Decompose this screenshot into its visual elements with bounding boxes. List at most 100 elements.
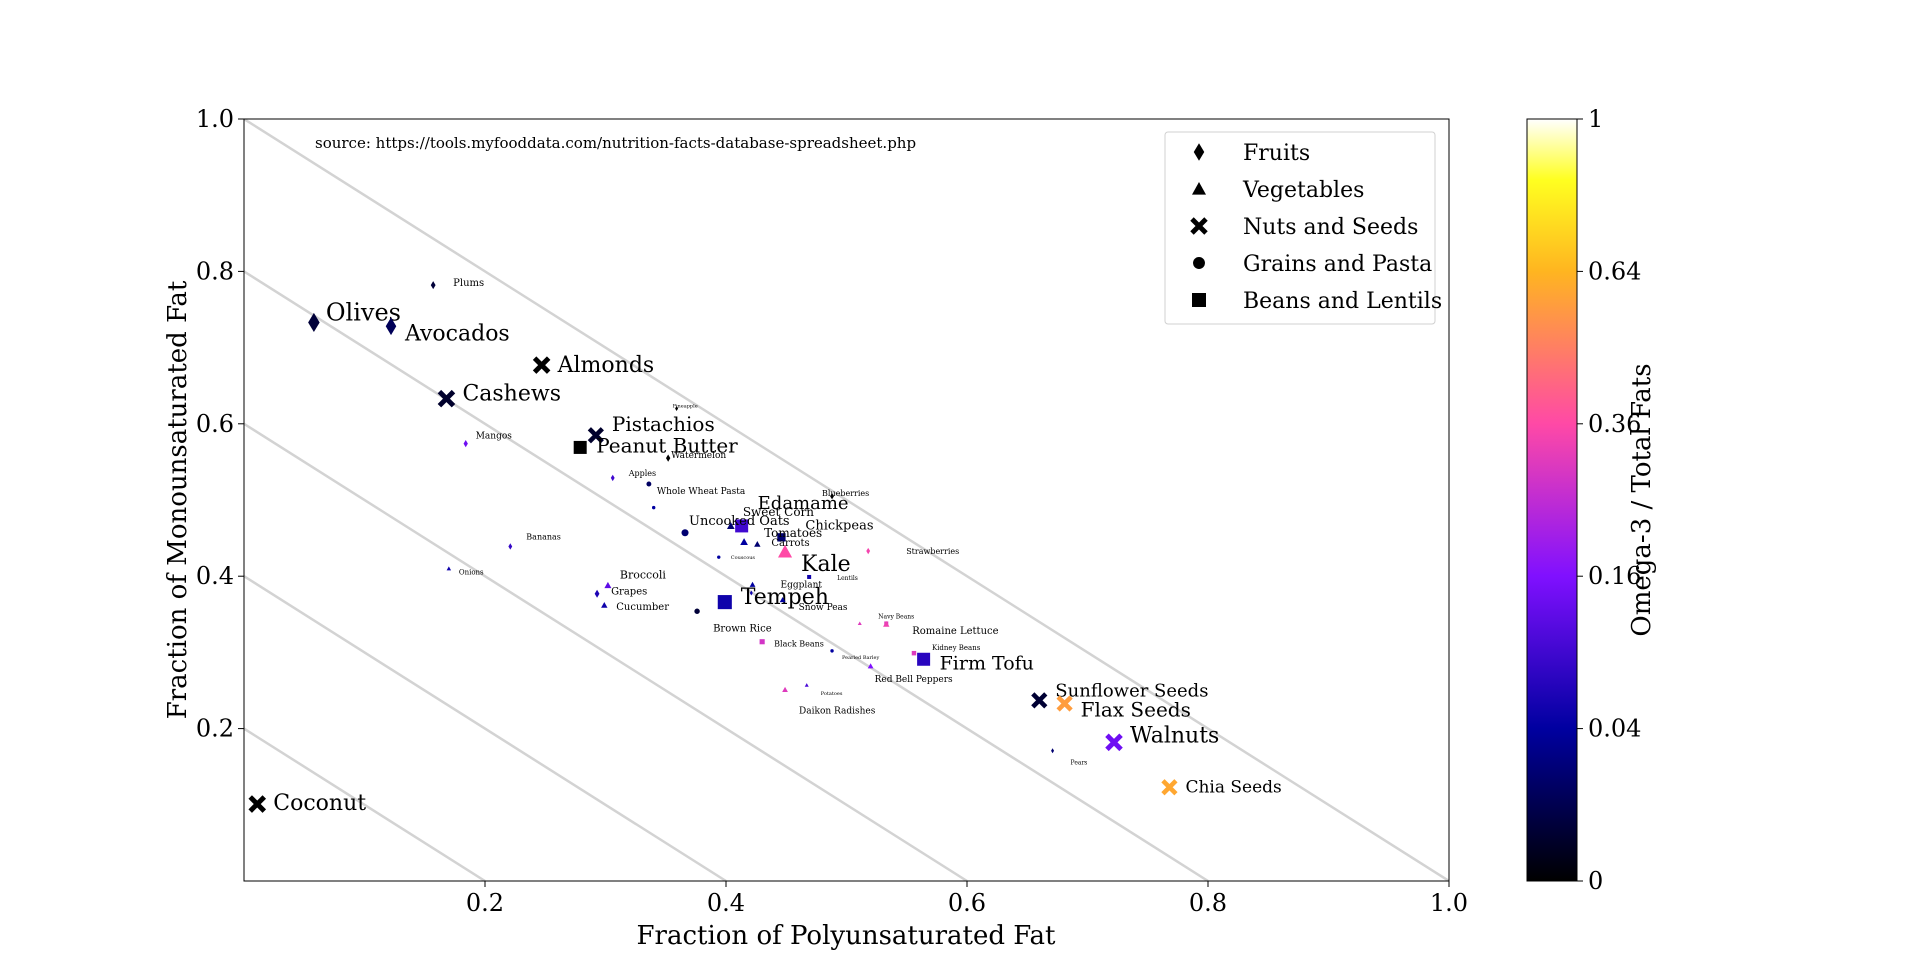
point-mangos: [463, 440, 468, 448]
legend-label-grain: Grains and Pasta: [1243, 252, 1432, 277]
point-label-tomatoes: Tomatoes: [764, 526, 822, 540]
legend-label-fruit: Fruits: [1243, 141, 1310, 166]
point-label-red-bell-peppers: Red Bell Peppers: [875, 675, 953, 685]
point-chia-seeds: [1161, 779, 1178, 796]
y-tick-label: 1.0: [196, 105, 234, 133]
x-tick-label: 0.4: [707, 889, 745, 917]
colorbar-tick-label: 1: [1588, 105, 1603, 133]
point-label-pearled-barley: Pearled Barley: [842, 655, 879, 661]
point-label-bananas: Bananas: [526, 532, 561, 541]
point-label-firm-tofu: Firm Tofu: [940, 652, 1034, 674]
point-apples: [610, 474, 615, 482]
point-label-lentils: Lentils: [837, 575, 858, 582]
point-label-strawberries: Strawberries: [906, 547, 959, 556]
legend-marker-nut: [1190, 217, 1208, 235]
point-sweet-corn: [726, 522, 735, 529]
reference-line: [244, 727, 486, 881]
point-pineapple: [675, 406, 679, 412]
colorbar-tick-label: 0: [1588, 867, 1603, 895]
y-tick-label: 0.6: [196, 410, 234, 438]
point-label-avocados: Avocados: [404, 321, 510, 346]
point-pistachios: [587, 427, 604, 444]
y-axis-label: Fraction of Monounsaturated Fat: [163, 280, 193, 719]
point-label-onions: Onions: [459, 569, 484, 577]
point-flax-seeds: [1056, 695, 1073, 712]
legend-marker-grain: [1193, 257, 1205, 269]
point-label-cucumber: Cucumber: [616, 602, 669, 613]
point-tomatoes: [740, 538, 748, 545]
point-unlabeled: [652, 505, 656, 510]
point-couscous: [717, 555, 721, 559]
point-red-bell-peppers: [867, 663, 874, 669]
point-label-almonds: Almonds: [557, 353, 655, 378]
point-walnuts: [1105, 733, 1123, 752]
point-label-kidney-beans: Kidney Beans: [932, 644, 981, 652]
point-kidney-beans: [911, 650, 917, 656]
point-edamame: [735, 519, 749, 533]
reference-line: [244, 422, 968, 881]
legend-label-nut: Nuts and Seeds: [1243, 215, 1418, 240]
point-potatoes: [804, 683, 809, 687]
y-tick-label: 0.2: [196, 715, 234, 743]
point-lentils: [807, 574, 812, 579]
point-label-tempeh: Tempeh: [741, 585, 829, 610]
point-snow-peas: [779, 596, 786, 603]
reference-line: [244, 270, 1209, 881]
legend-label-bean: Beans and Lentils: [1243, 289, 1442, 314]
point-label-broccoli: Broccoli: [620, 568, 666, 581]
x-axis-label: Fraction of Polyunsaturated Fat: [636, 921, 1056, 951]
plot-area-frame: [243, 118, 1450, 882]
point-label-peanut-butter: Peanut Butter: [596, 433, 738, 457]
point-cucumber: [601, 601, 608, 608]
point-label-uncooked-oats: Uncooked Oats: [689, 514, 790, 529]
point-peanut-butter: [573, 440, 587, 454]
data-points: OlivesAvocadosAlmondsCashewsPistachiosPe…: [248, 278, 1282, 816]
legend: Fruits Vegetables Nuts and Seeds Grains and…: [1164, 131, 1442, 325]
point-bananas: [508, 543, 513, 550]
point-olives: [308, 312, 320, 333]
point-whole-wheat-pasta: [646, 481, 652, 487]
point-black-beans: [759, 639, 765, 645]
legend-marker-fruit: [1193, 143, 1205, 161]
point-label-pears: Pears: [1071, 760, 1088, 767]
colorbar-label: Omega-3 / Total Fats: [1627, 363, 1657, 636]
point-grapes: [594, 589, 600, 598]
colorbar: 0 0.04 0.16 0.36 0.64 1 Omega-3 / Total Fats: [1526, 105, 1657, 895]
point-eggplant: [749, 581, 756, 587]
point-label-chia-seeds: Chia Seeds: [1185, 777, 1281, 797]
point-label-coconut: Coconut: [273, 791, 366, 816]
point-coconut: [248, 795, 267, 813]
point-sunflower-seeds: [1031, 692, 1048, 709]
point-label-sweet-corn: Sweet Corn: [743, 505, 814, 519]
point-brown-rice: [694, 608, 700, 614]
point-almonds: [532, 356, 551, 374]
point-carrots: [754, 540, 761, 547]
legend-marker-veg: [1192, 182, 1206, 195]
point-label-brown-rice: Brown Rice: [713, 623, 772, 634]
point-label-walnuts: Walnuts: [1130, 723, 1219, 748]
x-tick-label: 0.2: [466, 889, 504, 917]
point-kale: [778, 544, 793, 558]
y-tick-label: 0.4: [196, 562, 234, 590]
point-label-eggplant: Eggplant: [781, 581, 823, 591]
point-label-pistachios: Pistachios: [612, 412, 715, 436]
point-daikon-radishes: [782, 686, 788, 693]
reference-line: [244, 575, 727, 881]
point-label-whole-wheat-pasta: Whole Wheat Pasta: [657, 487, 746, 497]
point-label-couscous: Couscous: [731, 555, 756, 561]
point-uncooked-oats: [681, 529, 689, 537]
point-label-cashews: Cashews: [462, 382, 561, 407]
point-label-mangos: Mangos: [476, 432, 513, 442]
x-tick-label: 0.8: [1189, 889, 1227, 917]
point-label-sunflower-seeds: Sunflower Seeds: [1055, 680, 1208, 701]
colorbar-tick-label: 0.16: [1588, 562, 1641, 590]
colorbar-tick-label: 0.64: [1588, 257, 1641, 285]
colorbar-tick-label: 0.36: [1588, 410, 1641, 438]
colorbar-gradient: [1526, 118, 1578, 882]
point-label-snow-peas: Snow Peas: [799, 603, 848, 613]
point-label-plums: Plums: [453, 278, 484, 289]
point-firm-tofu: [917, 652, 931, 666]
colorbar-tick-label: 0.04: [1588, 715, 1641, 743]
point-label-kale: Kale: [801, 552, 851, 577]
point-chickpeas: [777, 533, 786, 542]
